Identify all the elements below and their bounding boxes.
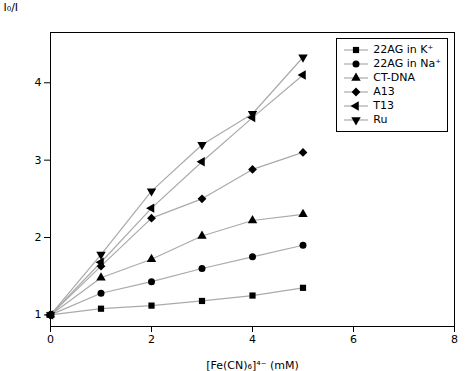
html-text:T13: T13: [373, 99, 395, 112]
svg-text:2: 2: [148, 333, 155, 346]
html-text:22AG in K⁺: 22AG in K⁺: [373, 43, 434, 56]
svg-text:4: 4: [249, 333, 256, 346]
html-text:A13: A13: [373, 85, 395, 98]
svg-text:2: 2: [35, 231, 42, 244]
svg-text:3: 3: [35, 154, 42, 167]
svg-text:4: 4: [35, 76, 42, 89]
html-text:Ru: Ru: [373, 113, 388, 126]
svg-text:I₀/I: I₀/I: [4, 1, 19, 14]
svg-text:[Fe(CN)₆]⁴⁻ (mM): [Fe(CN)₆]⁴⁻ (mM): [206, 359, 298, 371]
svg-text:6: 6: [350, 333, 357, 346]
svg-text:8: 8: [451, 333, 458, 346]
html-text:CT-DNA: CT-DNA: [373, 71, 415, 84]
svg-text:0: 0: [47, 333, 54, 346]
svg-text:1: 1: [35, 308, 42, 321]
html-text:22AG in Na⁺: 22AG in Na⁺: [373, 57, 441, 70]
